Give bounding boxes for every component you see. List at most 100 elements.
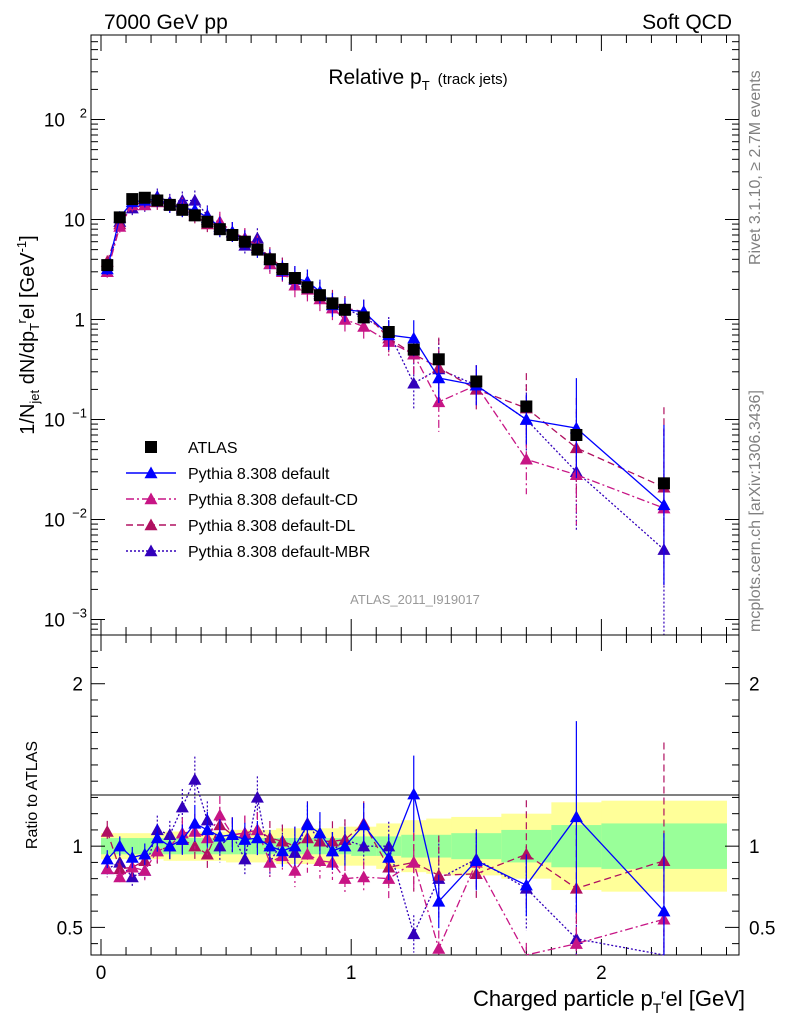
ratio-point-0 [138, 847, 152, 860]
main-point-0 [313, 289, 326, 302]
ratio-point-0 [407, 787, 421, 800]
main-series-line-2 [106, 201, 665, 509]
ratio-point-3 [175, 800, 189, 813]
main-point-0 [520, 400, 533, 413]
ratio-point-0 [325, 844, 339, 857]
mcplots-info: mcplots.cern.ch [arXiv:1306.3436] [747, 390, 764, 632]
ratio-point-0 [125, 851, 139, 863]
ratio-point-0 [569, 810, 583, 823]
main-series-3 [100, 193, 671, 568]
ratio-point-0 [188, 816, 202, 829]
ratio-point-3 [188, 773, 202, 785]
ratio-point-0 [519, 878, 533, 891]
main-y-tick-label-1: 10 [44, 511, 65, 532]
ratio-y-tick-label-0: 0.5 [57, 918, 83, 939]
ratio-point-2 [519, 847, 533, 860]
ratio-point-0 [225, 828, 239, 840]
ratio-point-0 [163, 839, 177, 852]
main-point-0 [138, 191, 151, 204]
main-point-0 [382, 326, 395, 339]
ratio-stat-band-bin [426, 834, 452, 858]
main-point-1 [407, 331, 421, 344]
main-point-0 [432, 353, 445, 366]
main-point-0 [326, 297, 339, 310]
main-point-1 [432, 371, 446, 384]
ratio-axis-ticks: 0.5 0.5 1 1 2 2 0 1 2 [57, 635, 775, 984]
main-series-line-4 [106, 195, 665, 551]
ratio-y-tick-label-right-1: 1 [749, 837, 760, 858]
x-tick-label-0: 0 [96, 963, 107, 984]
ratio-point-0 [200, 823, 214, 836]
main-point-0 [338, 303, 351, 316]
ratio-point-0 [238, 833, 252, 845]
main-point-0 [288, 272, 301, 285]
ratio-point-0 [263, 839, 277, 852]
ratio-point-2 [188, 839, 202, 852]
main-point-0 [101, 259, 114, 272]
legend-marker-2 [144, 492, 158, 505]
x-tick-label-2: 2 [596, 963, 607, 984]
ratio-series-line-0 [106, 792, 665, 912]
main-series-layer [100, 188, 671, 635]
ratio-point-0 [338, 839, 352, 852]
legend-label-0: ATLAS [188, 440, 238, 457]
x-axis-label: Charged particle pTrel [GeV] [473, 986, 745, 1016]
ratio-point-3 [407, 927, 421, 940]
main-point-2 [519, 452, 533, 465]
main-series-2 [100, 193, 671, 589]
ratio-point-1 [300, 847, 314, 860]
ratio-y-tick-label-2: 2 [72, 675, 83, 696]
main-point-0 [151, 194, 164, 207]
main-point-0 [113, 211, 126, 224]
ratio-plot-panel: 0.5 0.5 1 1 2 2 0 1 2 Ratio to ATLAS [24, 634, 775, 984]
analysis-watermark: ATLAS_2011_I919017 [350, 592, 480, 607]
ratio-point-1 [213, 808, 227, 821]
legend-marker-4 [144, 544, 158, 557]
main-point-0 [163, 198, 176, 211]
main-y-tick-label-5: 10 [44, 111, 65, 132]
legend-entry-0: ATLAS [145, 440, 238, 457]
ratio-series-line-2 [106, 822, 665, 890]
main-point-0 [201, 215, 214, 228]
svg-text:Charged particle pTrel [GeV]: Charged particle pTrel [GeV] [473, 986, 745, 1016]
ratio-point-0 [382, 851, 396, 863]
legend-label-4: Pythia 8.308 default-MBR [188, 544, 370, 561]
ratio-point-0 [213, 829, 227, 842]
ratio-point-1 [357, 870, 371, 883]
ratio-point-0 [313, 826, 327, 839]
ratio-point-0 [100, 852, 114, 865]
ratio-point-3 [250, 790, 264, 803]
x-tick-label-1: 1 [346, 963, 357, 984]
ratio-point-0 [432, 894, 446, 907]
ratio-y-axis-label: Ratio to ATLAS [24, 741, 41, 849]
ratio-stat-band-bin [126, 838, 140, 855]
header-right: Soft QCD [642, 11, 732, 34]
main-axis-ticks: 10 −3 10 −2 10 −1 1 10 10 2 [44, 34, 739, 636]
main-plot-panel: 10 −3 10 −2 10 −1 1 10 10 2 Relative pT (track jet… [14, 34, 740, 636]
header-left: 7000 GeV pp [104, 11, 228, 34]
ratio-series-layer [100, 721, 671, 956]
main-point-0 [407, 343, 420, 356]
ratio-point-2 [100, 825, 114, 837]
ratio-point-0 [275, 844, 289, 857]
legend-marker-3 [144, 518, 158, 531]
main-point-0 [251, 243, 264, 256]
legend: ATLAS Pythia 8.308 default Pythia 8.308 de… [126, 440, 370, 561]
main-y-tick-label-2: 10 [44, 411, 65, 432]
main-point-0 [657, 477, 670, 490]
main-y-tick-exp-2: −1 [72, 406, 87, 421]
legend-marker-1 [144, 466, 158, 479]
side-text-top: Rivet 3.1.10, ≥ 2.7M events [747, 70, 764, 265]
ratio-point-1 [432, 942, 446, 954]
ratio-point-1 [138, 864, 152, 876]
ratio-point-1 [569, 937, 583, 949]
main-point-4 [407, 376, 421, 389]
main-point-0 [357, 311, 370, 324]
main-point-0 [126, 193, 139, 206]
legend-label-1: Pythia 8.308 default [188, 466, 330, 483]
legend-label-2: Pythia 8.308 default-CD [188, 492, 358, 509]
main-point-0 [263, 253, 276, 266]
main-point-0 [226, 229, 239, 241]
main-series-1 [100, 191, 671, 585]
